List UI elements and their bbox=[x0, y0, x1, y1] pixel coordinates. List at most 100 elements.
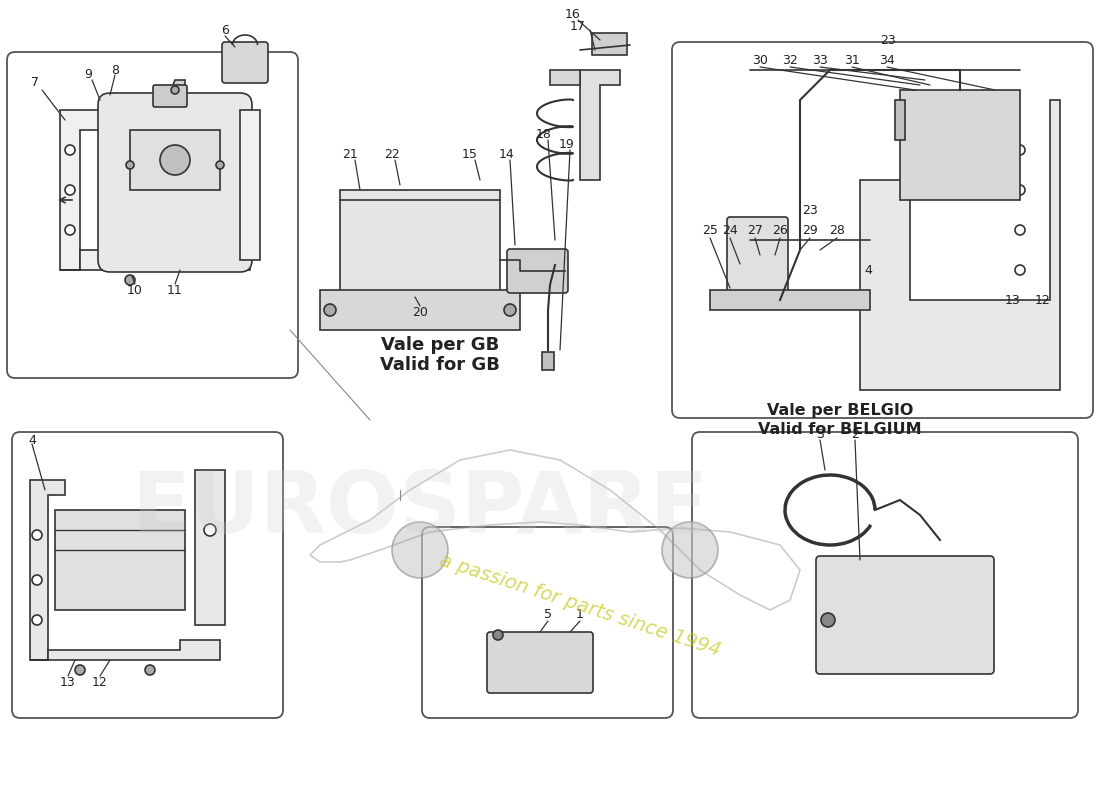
Text: 31: 31 bbox=[844, 54, 860, 66]
Circle shape bbox=[821, 613, 835, 627]
Text: 20: 20 bbox=[412, 306, 428, 318]
Text: 8: 8 bbox=[111, 63, 119, 77]
FancyBboxPatch shape bbox=[770, 190, 1060, 390]
FancyBboxPatch shape bbox=[222, 42, 268, 83]
Text: Valid for BELGIUM: Valid for BELGIUM bbox=[758, 422, 922, 438]
FancyBboxPatch shape bbox=[12, 432, 283, 718]
Bar bbox=[542, 352, 554, 370]
Text: 33: 33 bbox=[812, 54, 828, 66]
Circle shape bbox=[1015, 185, 1025, 195]
Text: 34: 34 bbox=[879, 54, 895, 66]
Circle shape bbox=[145, 665, 155, 675]
Circle shape bbox=[493, 630, 503, 640]
Text: 16: 16 bbox=[565, 9, 581, 22]
Text: 5: 5 bbox=[544, 609, 552, 622]
Text: 23: 23 bbox=[802, 203, 818, 217]
Polygon shape bbox=[60, 240, 250, 270]
Circle shape bbox=[65, 145, 75, 155]
FancyBboxPatch shape bbox=[422, 527, 673, 718]
Text: 30: 30 bbox=[752, 54, 768, 66]
Text: 23: 23 bbox=[880, 34, 895, 46]
Text: 9: 9 bbox=[84, 67, 92, 81]
FancyBboxPatch shape bbox=[816, 556, 994, 674]
Text: 27: 27 bbox=[747, 223, 763, 237]
Circle shape bbox=[1015, 225, 1025, 235]
FancyBboxPatch shape bbox=[507, 249, 568, 293]
Polygon shape bbox=[240, 110, 260, 260]
Text: 25: 25 bbox=[702, 223, 718, 237]
FancyBboxPatch shape bbox=[153, 85, 187, 107]
Bar bbox=[895, 100, 905, 140]
FancyBboxPatch shape bbox=[55, 510, 185, 610]
FancyBboxPatch shape bbox=[340, 190, 500, 300]
Text: 29: 29 bbox=[802, 223, 818, 237]
Text: EUROSPARE: EUROSPARE bbox=[131, 469, 708, 551]
Bar bbox=[592, 33, 627, 55]
FancyBboxPatch shape bbox=[900, 90, 1020, 200]
Circle shape bbox=[65, 225, 75, 235]
Text: 12: 12 bbox=[1035, 294, 1050, 306]
Text: 15: 15 bbox=[462, 149, 477, 162]
Text: 7: 7 bbox=[31, 75, 38, 89]
Text: Vale per GB: Vale per GB bbox=[381, 336, 499, 354]
Circle shape bbox=[392, 522, 448, 578]
Text: 17: 17 bbox=[570, 19, 586, 33]
Text: 21: 21 bbox=[342, 149, 358, 162]
Circle shape bbox=[125, 275, 135, 285]
FancyBboxPatch shape bbox=[98, 93, 252, 272]
Text: 1: 1 bbox=[576, 609, 584, 622]
Circle shape bbox=[160, 145, 190, 175]
Text: 26: 26 bbox=[772, 223, 788, 237]
Text: 13: 13 bbox=[1005, 294, 1021, 306]
Circle shape bbox=[170, 86, 179, 94]
Text: a passion for parts since 1994: a passion for parts since 1994 bbox=[437, 550, 723, 659]
Polygon shape bbox=[30, 480, 65, 660]
FancyBboxPatch shape bbox=[487, 632, 593, 693]
Circle shape bbox=[126, 161, 134, 169]
Text: 24: 24 bbox=[722, 223, 738, 237]
FancyBboxPatch shape bbox=[692, 432, 1078, 718]
Text: 22: 22 bbox=[384, 149, 400, 162]
Text: 6: 6 bbox=[221, 23, 229, 37]
Text: 13: 13 bbox=[60, 675, 76, 689]
Text: 4: 4 bbox=[865, 263, 872, 277]
Text: Valid for GB: Valid for GB bbox=[381, 356, 499, 374]
FancyBboxPatch shape bbox=[7, 52, 298, 378]
Polygon shape bbox=[580, 70, 620, 180]
Circle shape bbox=[216, 161, 224, 169]
Text: 2: 2 bbox=[851, 429, 859, 442]
Text: 10: 10 bbox=[128, 283, 143, 297]
Text: Vale per BELGIO: Vale per BELGIO bbox=[767, 402, 913, 418]
Polygon shape bbox=[550, 70, 580, 85]
FancyBboxPatch shape bbox=[727, 217, 788, 303]
Circle shape bbox=[1015, 145, 1025, 155]
Text: 32: 32 bbox=[782, 54, 797, 66]
Circle shape bbox=[504, 304, 516, 316]
Text: 4: 4 bbox=[29, 434, 36, 446]
Circle shape bbox=[662, 522, 718, 578]
Text: 11: 11 bbox=[167, 283, 183, 297]
Text: 14: 14 bbox=[499, 149, 515, 162]
Text: 3: 3 bbox=[816, 429, 824, 442]
Circle shape bbox=[75, 665, 85, 675]
Circle shape bbox=[204, 524, 216, 536]
Polygon shape bbox=[60, 110, 110, 270]
Circle shape bbox=[65, 185, 75, 195]
Polygon shape bbox=[710, 290, 870, 310]
Polygon shape bbox=[165, 80, 185, 105]
Circle shape bbox=[32, 530, 42, 540]
Circle shape bbox=[32, 615, 42, 625]
FancyBboxPatch shape bbox=[320, 290, 520, 330]
Text: 19: 19 bbox=[559, 138, 575, 151]
Bar bbox=[130, 130, 220, 190]
Polygon shape bbox=[195, 470, 226, 625]
Text: 12: 12 bbox=[92, 675, 108, 689]
Circle shape bbox=[32, 575, 42, 585]
Circle shape bbox=[324, 304, 336, 316]
Polygon shape bbox=[30, 640, 220, 660]
Bar bbox=[738, 296, 778, 308]
Polygon shape bbox=[860, 100, 1060, 390]
FancyBboxPatch shape bbox=[672, 42, 1093, 418]
Text: 28: 28 bbox=[829, 223, 845, 237]
Circle shape bbox=[1015, 265, 1025, 275]
